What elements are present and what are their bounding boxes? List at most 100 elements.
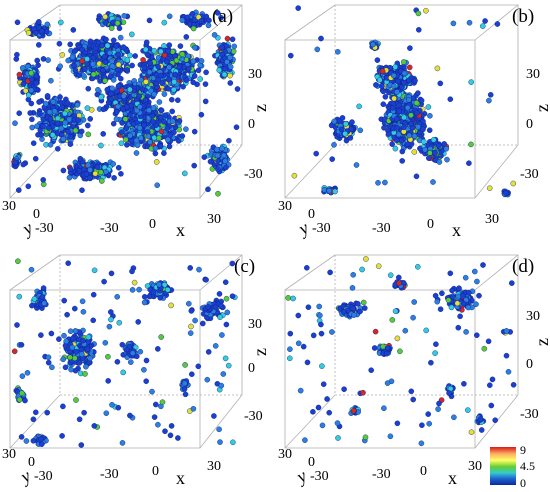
- scatter-point: [218, 302, 225, 309]
- panel-d-z-tick-30: 30: [526, 309, 540, 324]
- scatter-point: [482, 18, 488, 24]
- scatter-point: [45, 359, 52, 366]
- scatter-point: [124, 57, 131, 63]
- scatter-point: [391, 95, 397, 102]
- scatter-point: [73, 348, 80, 355]
- scatter-point: [142, 97, 149, 103]
- scatter-point: [206, 17, 212, 24]
- scatter-point: [62, 364, 69, 371]
- scatter-point: [115, 103, 121, 110]
- scatter-point: [360, 299, 367, 306]
- panel-c-y-tick-0: 0: [28, 455, 35, 470]
- scatter-point: [115, 164, 122, 171]
- panel-b-y-tick-neg30: -30: [312, 221, 331, 236]
- panel-b-y-tick-30: 30: [278, 199, 292, 214]
- scatter-point: [313, 150, 320, 157]
- scatter-point: [33, 29, 39, 36]
- panel-c-x-tick-30: 30: [207, 459, 221, 474]
- colorbar-tick-min: 0: [520, 476, 526, 490]
- scatter-point: [30, 140, 37, 146]
- scatter-point: [182, 362, 188, 368]
- scatter-point: [372, 328, 379, 335]
- scatter-point: [392, 64, 399, 70]
- scatter-point: [110, 120, 117, 127]
- scatter-point: [28, 100, 35, 107]
- scatter-point: [191, 73, 198, 79]
- scatter-point: [460, 292, 466, 299]
- scatter-point: [131, 279, 138, 286]
- scatter-point: [172, 71, 179, 78]
- scatter-point: [224, 35, 231, 42]
- scatter-point: [285, 295, 292, 301]
- scatter-point: [318, 35, 324, 42]
- scatter-point: [305, 304, 312, 311]
- scatter-point: [443, 145, 450, 152]
- scatter-point: [406, 77, 412, 84]
- scatter-point: [420, 126, 426, 133]
- scatter-point: [190, 405, 197, 412]
- scatter-point: [427, 150, 433, 156]
- scatter-point: [400, 279, 407, 286]
- scatter-point: [413, 110, 420, 116]
- scatter-point: [400, 59, 407, 65]
- scatter-point: [161, 150, 167, 156]
- scatter-point: [115, 404, 122, 411]
- scatter-point: [62, 110, 68, 117]
- scatter-point: [114, 88, 120, 94]
- scatter-point: [61, 332, 67, 339]
- scatter-point: [326, 187, 333, 194]
- scatter-point: [36, 99, 42, 105]
- scatter-point: [396, 280, 402, 287]
- colorbar-gradient: [490, 447, 516, 485]
- scatter-point: [18, 341, 25, 348]
- scatter-point: [129, 268, 135, 275]
- scatter-point: [113, 116, 120, 122]
- scatter-point: [72, 67, 79, 74]
- scatter-point: [73, 397, 79, 403]
- panel-c-x-tick-neg30: -30: [100, 467, 119, 482]
- scatter-point: [158, 107, 165, 114]
- scatter-point: [441, 141, 448, 147]
- scatter-point: [349, 285, 356, 291]
- scatter-point: [413, 100, 420, 106]
- scatter-point: [56, 336, 62, 342]
- scatter-point: [95, 39, 102, 46]
- scatter-point: [316, 303, 323, 310]
- scatter-point: [451, 414, 457, 421]
- scatter-point: [318, 321, 324, 328]
- scatter-point: [87, 116, 93, 122]
- scatter-point: [363, 256, 369, 262]
- scatter-point: [287, 52, 294, 59]
- scatter-point: [362, 434, 369, 441]
- scatter-point: [102, 78, 108, 84]
- scatter-point: [329, 329, 335, 335]
- scatter-point: [165, 76, 172, 83]
- scatter-point: [360, 389, 366, 396]
- scatter-point: [190, 79, 196, 86]
- scatter-point: [430, 179, 436, 185]
- scatter-point: [109, 63, 116, 69]
- scatter-point: [426, 420, 433, 427]
- scatter-point: [100, 67, 106, 74]
- panel-d-y-tick-0: 0: [308, 455, 315, 470]
- scatter-point: [390, 72, 397, 79]
- scatter-point: [435, 406, 441, 412]
- scatter-point: [223, 164, 229, 171]
- panel-d-y-tick-30: 30: [278, 447, 292, 462]
- scatter-point: [127, 132, 133, 139]
- scatter-point: [40, 116, 47, 123]
- scatter-point: [30, 437, 37, 444]
- scatter-point: [395, 274, 402, 281]
- scatter-point: [353, 162, 360, 168]
- scatter-point: [216, 426, 222, 433]
- scatter-point: [219, 145, 225, 152]
- panel-b-z-label: z: [532, 104, 550, 112]
- scatter-point: [310, 332, 317, 339]
- scatter-point: [417, 145, 423, 152]
- scatter-point: [199, 320, 206, 327]
- scatter-point: [108, 90, 114, 97]
- scatter-point: [427, 113, 433, 119]
- scatter-point: [25, 30, 32, 36]
- scatter-point: [219, 332, 225, 338]
- scatter-point: [161, 91, 168, 97]
